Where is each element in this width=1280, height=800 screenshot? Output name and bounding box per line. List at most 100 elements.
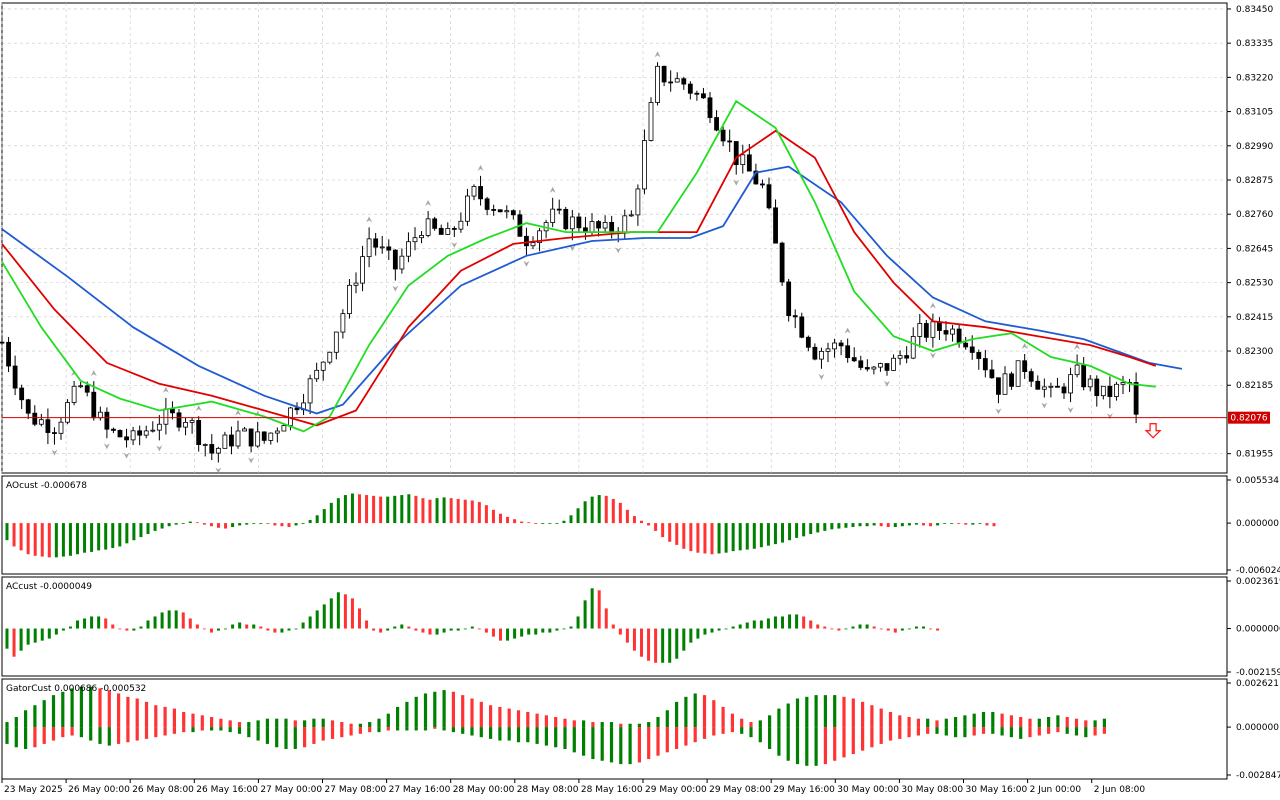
- fractal-down-icon: [215, 467, 222, 474]
- candle-body: [727, 140, 733, 143]
- ao-bar: [781, 523, 784, 543]
- gator-upper-bar: [433, 691, 437, 728]
- price-tick-label: 0.82415: [1236, 313, 1273, 323]
- gator-lower-bar: [516, 727, 521, 743]
- candle-body: [451, 228, 457, 230]
- price-tick-label: 0.82185: [1236, 381, 1273, 391]
- candle-body: [760, 183, 765, 186]
- gator-lower-bar: [647, 727, 651, 760]
- candle-body: [576, 216, 582, 229]
- ac-bar: [111, 624, 115, 629]
- ac-bar: [428, 628, 432, 635]
- ao-bar: [520, 521, 524, 524]
- gator-upper-bar: [275, 718, 279, 728]
- ao-bar: [682, 523, 686, 549]
- ac-bar: [202, 628, 206, 630]
- ac-bar: [802, 616, 806, 629]
- gator-lower-bar: [758, 727, 762, 743]
- candle-body: [432, 218, 438, 229]
- time-tick-label: 30 May 08:00: [901, 785, 963, 795]
- candle-body: [982, 358, 988, 371]
- fractal-up-icon: [549, 186, 556, 193]
- ac-bar: [886, 628, 890, 631]
- fractal-up-icon: [195, 405, 202, 412]
- main-gridlines: [1, 3, 1227, 473]
- ao-bar: [506, 516, 510, 524]
- gator-lower-bar: [795, 727, 800, 765]
- gator-upper-bar: [265, 718, 269, 728]
- ao-bar: [308, 519, 312, 524]
- gator-lower-bar: [981, 727, 986, 734]
- gator-lower-bar: [954, 727, 958, 738]
- candle-body: [674, 78, 680, 83]
- candle-body: [1041, 386, 1047, 390]
- gator-upper-bar: [563, 718, 567, 728]
- candle-body: [143, 430, 149, 436]
- ao-bar: [872, 523, 876, 526]
- ac-bar: [555, 628, 559, 631]
- ao-bar: [111, 523, 115, 549]
- candle-body: [386, 246, 392, 251]
- ac-bar: [358, 608, 361, 629]
- ac-bar: [231, 624, 235, 629]
- gator-upper-bar: [154, 705, 158, 728]
- ac-bar: [689, 628, 693, 643]
- gator-lower-bar: [219, 727, 223, 731]
- gator-lower-bar: [749, 727, 753, 738]
- candle-body: [792, 315, 798, 318]
- gator-upper-bar: [489, 705, 493, 728]
- gator-lower-bar: [396, 727, 400, 731]
- ac-bar: [160, 612, 164, 629]
- ac-indicator-label: ACcust -0.0000049: [6, 582, 92, 592]
- candle-body: [805, 336, 811, 348]
- candle-body: [701, 93, 706, 99]
- ac-bar: [125, 628, 129, 631]
- ao-bar: [499, 513, 502, 524]
- price-tick-label: 0.82300: [1236, 347, 1273, 357]
- gator-upper-bar: [358, 723, 362, 728]
- ao-bar: [971, 523, 975, 525]
- gator-upper-bar: [665, 710, 669, 728]
- ac-bar: [569, 626, 573, 629]
- ac-bar: [5, 628, 9, 649]
- ac-bar: [421, 628, 425, 633]
- ac-bar: [766, 618, 770, 629]
- ac-bar: [703, 628, 707, 635]
- gator-upper-bar: [396, 706, 400, 728]
- ac-bar: [738, 624, 742, 629]
- ao-bar: [752, 523, 756, 549]
- ao-bar: [421, 498, 425, 524]
- gator-upper-bar: [479, 701, 483, 728]
- gator-upper-bar: [5, 722, 9, 728]
- ao-bar: [301, 523, 305, 524]
- candle-body: [707, 97, 713, 118]
- candle-body: [32, 412, 38, 425]
- axis-tick-label: -0.002847: [1236, 771, 1280, 781]
- ac-bar: [308, 616, 312, 629]
- ao-bar: [456, 498, 460, 524]
- ac-histogram: [5, 588, 940, 663]
- ac-bar: [654, 628, 658, 663]
- candle-body: [294, 407, 300, 411]
- candle-body: [989, 369, 995, 379]
- ao-bar: [153, 523, 157, 531]
- gator-upper-bar: [898, 715, 902, 728]
- gator-upper-bar: [98, 688, 102, 728]
- gator-lower-bar: [144, 727, 149, 739]
- price-tick-label: 0.82760: [1236, 210, 1273, 220]
- gator-lower-bar: [433, 727, 437, 729]
- fractal-up-icon: [1021, 343, 1028, 350]
- gator-lower-bar: [256, 727, 260, 741]
- ao-bar: [943, 523, 947, 524]
- gator-lower-bar: [591, 727, 595, 760]
- gator-lower-bar: [330, 727, 335, 739]
- candle-body: [491, 209, 497, 211]
- gator-lower-bar: [489, 727, 493, 739]
- gator-upper-bar: [144, 701, 149, 728]
- ac-bar: [499, 628, 502, 641]
- ac-bar: [449, 628, 453, 631]
- gator-upper-bar: [507, 708, 511, 728]
- ao-bar: [978, 523, 982, 524]
- candle-body: [884, 363, 890, 371]
- ao-bar: [703, 523, 707, 554]
